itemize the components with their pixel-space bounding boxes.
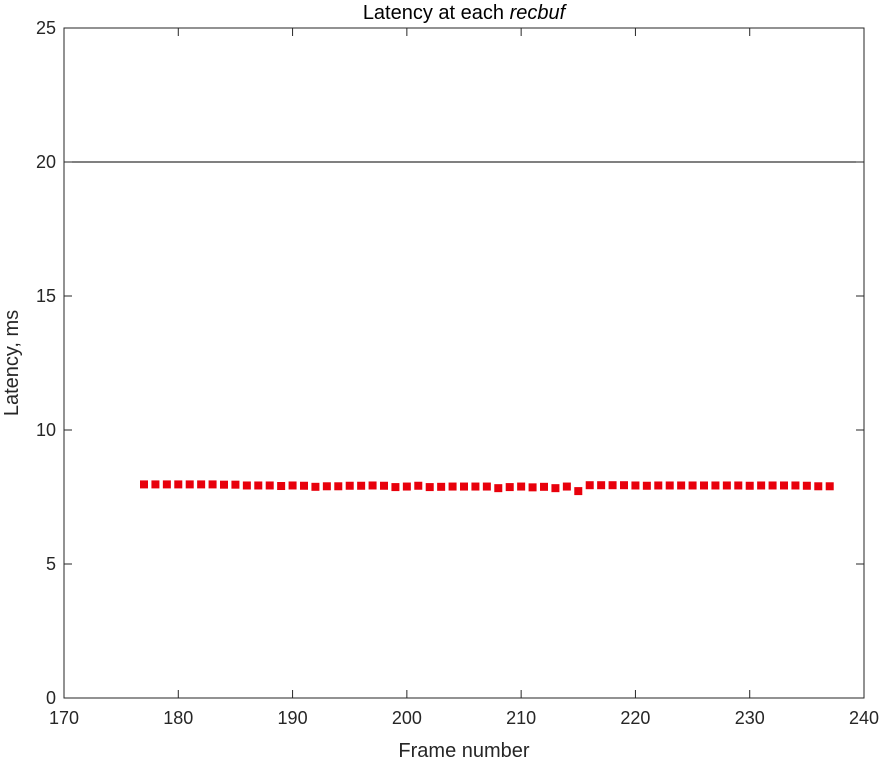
data-point — [425, 483, 434, 492]
data-point — [254, 481, 263, 490]
data-point — [357, 481, 366, 490]
x-tick-label: 210 — [506, 708, 536, 728]
y-tick-label: 0 — [46, 688, 56, 708]
data-point — [700, 481, 708, 490]
data-point — [185, 480, 194, 489]
data-point — [322, 482, 331, 491]
data-point — [677, 481, 686, 490]
data-point — [768, 481, 777, 490]
data-point — [334, 482, 343, 491]
data-point — [585, 481, 594, 490]
data-point — [574, 487, 583, 496]
x-axis-label: Frame number — [398, 740, 529, 761]
data-point — [654, 481, 663, 490]
data-point — [151, 480, 160, 489]
data-point — [380, 481, 388, 490]
data-point — [528, 483, 537, 492]
data-point — [551, 484, 560, 493]
data-point — [517, 482, 526, 491]
data-point — [791, 481, 800, 490]
x-tick-label: 200 — [392, 708, 422, 728]
x-tick-label: 180 — [163, 708, 193, 728]
data-point — [722, 481, 731, 490]
data-point — [482, 482, 491, 491]
data-point — [242, 481, 251, 490]
data-point — [437, 482, 446, 491]
data-point — [802, 481, 811, 490]
data-point — [642, 481, 651, 490]
data-point — [174, 480, 183, 489]
data-point — [734, 481, 743, 490]
data-point — [597, 481, 606, 490]
plot-background — [64, 28, 864, 698]
x-tick-label: 190 — [278, 708, 308, 728]
data-point — [814, 482, 823, 491]
chart-title: Latency at each recbuf — [363, 2, 568, 24]
data-point — [288, 481, 297, 490]
data-point — [562, 482, 571, 491]
data-point — [277, 482, 286, 491]
y-tick-label: 10 — [36, 420, 56, 440]
data-point — [231, 480, 240, 489]
data-point — [540, 482, 548, 491]
x-tick-label: 230 — [735, 708, 765, 728]
data-point — [631, 481, 640, 490]
data-point — [391, 483, 400, 492]
y-tick-label: 25 — [36, 18, 56, 38]
data-point — [745, 481, 754, 490]
data-point — [460, 482, 468, 491]
data-point — [368, 481, 377, 490]
y-tick-label: 20 — [36, 152, 56, 172]
data-point — [505, 483, 514, 492]
y-axis-label: Latency, ms — [1, 310, 23, 416]
data-point — [311, 482, 320, 491]
data-points — [140, 480, 834, 496]
data-point — [494, 484, 503, 493]
plot-frame — [63, 27, 865, 699]
data-point — [608, 481, 617, 490]
data-point — [780, 481, 788, 490]
x-tick-label: 240 — [849, 708, 879, 728]
data-point — [300, 481, 308, 490]
data-point — [471, 482, 480, 491]
data-point — [208, 480, 217, 489]
data-point — [265, 481, 274, 490]
data-point — [414, 481, 423, 490]
data-point — [757, 481, 766, 490]
data-point — [345, 481, 354, 490]
x-tick-label: 170 — [49, 708, 79, 728]
data-point — [825, 482, 834, 491]
data-point — [620, 481, 628, 490]
data-point — [140, 480, 148, 489]
data-point — [220, 480, 228, 489]
data-point — [688, 481, 697, 490]
x-tick-label: 220 — [620, 708, 650, 728]
data-point — [162, 480, 171, 489]
chart-title-italic: recbuf — [510, 2, 568, 24]
data-point — [665, 481, 674, 490]
data-point — [448, 482, 457, 491]
data-point — [402, 482, 411, 491]
data-point — [711, 481, 720, 490]
y-tick-label: 5 — [46, 554, 56, 574]
y-tick-label: 15 — [36, 286, 56, 306]
data-point — [197, 480, 206, 489]
